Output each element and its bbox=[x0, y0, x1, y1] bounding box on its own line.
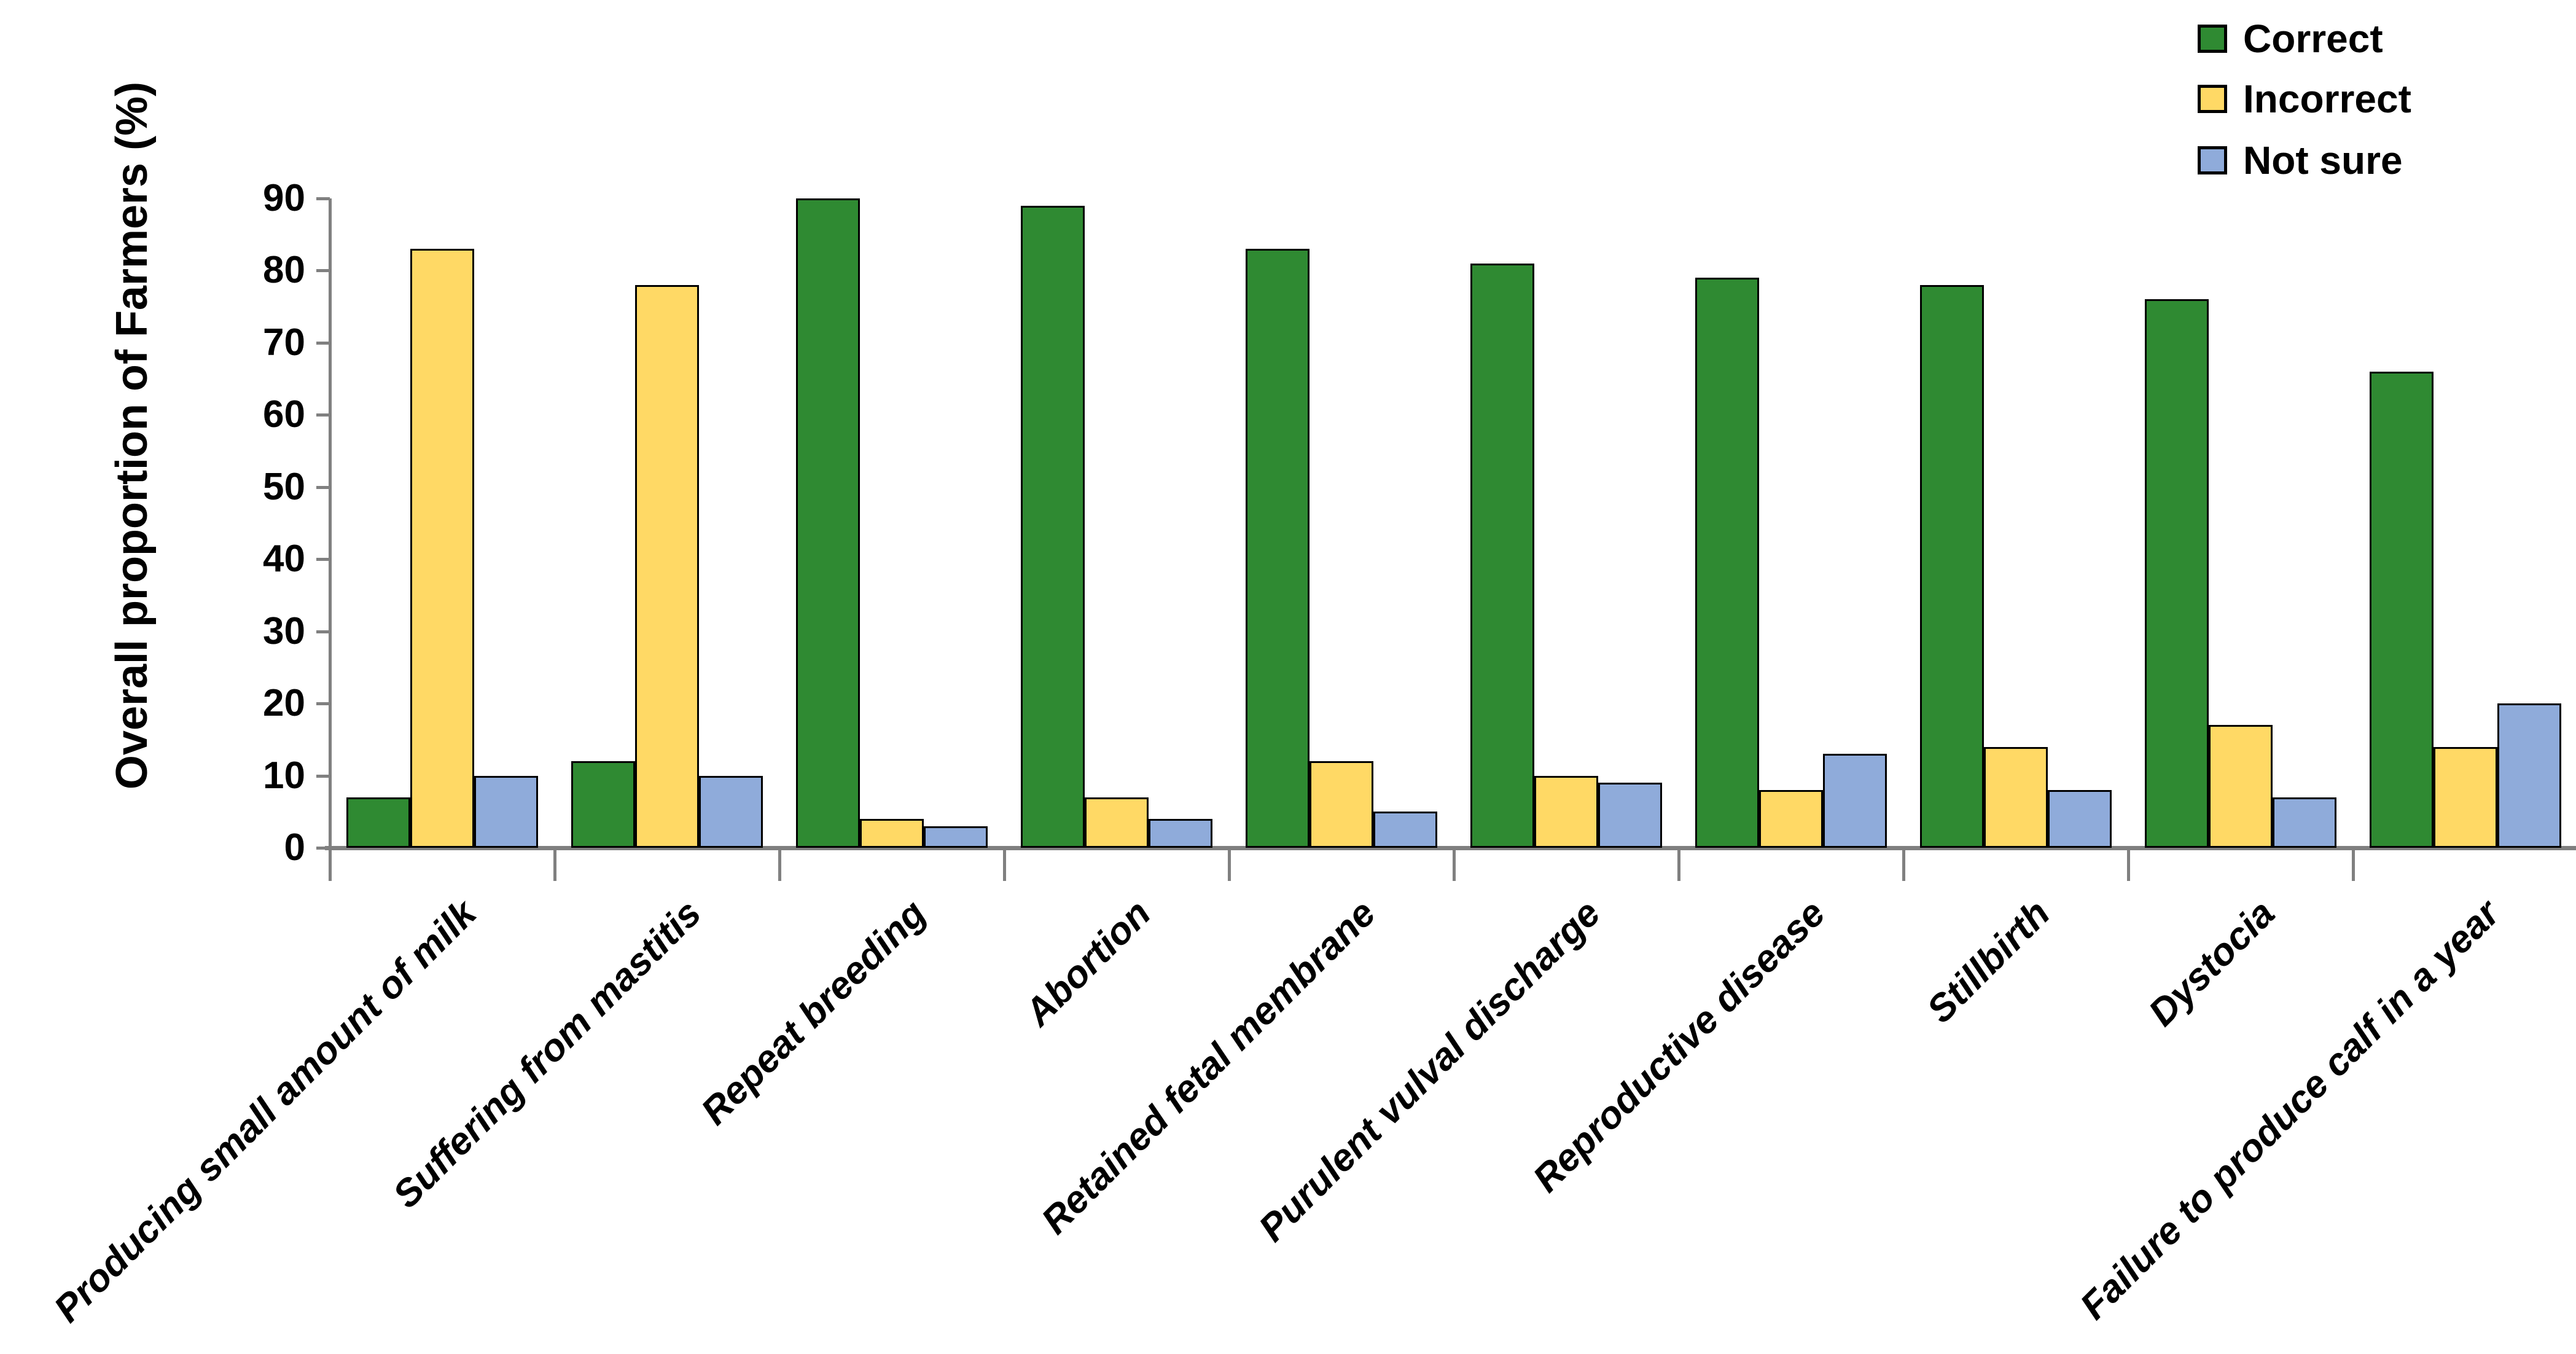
bar-incorrect bbox=[2434, 747, 2497, 848]
y-tick-mark bbox=[316, 342, 330, 345]
y-tick-mark bbox=[316, 197, 330, 200]
y-tick-label: 60 bbox=[263, 393, 305, 436]
bar-not-sure bbox=[924, 826, 988, 848]
category-label: Producing small amount of milk bbox=[45, 892, 485, 1331]
bar-incorrect bbox=[1759, 790, 1823, 848]
y-tick-mark bbox=[316, 702, 330, 705]
bar-correct bbox=[1021, 206, 1085, 848]
bar-correct bbox=[346, 797, 410, 848]
bar-not-sure bbox=[1149, 819, 1212, 848]
y-tick-mark bbox=[316, 775, 330, 778]
y-tick-mark bbox=[316, 847, 330, 850]
y-tick-label: 0 bbox=[284, 826, 305, 869]
bar-correct bbox=[1920, 285, 1984, 848]
bar-incorrect bbox=[1085, 797, 1149, 848]
legend-swatch-incorrect bbox=[2198, 85, 2227, 113]
x-tick-mark bbox=[1003, 850, 1006, 881]
legend-label: Incorrect bbox=[2243, 77, 2411, 121]
x-axis-line bbox=[325, 846, 2576, 850]
x-tick-mark bbox=[1677, 850, 1680, 881]
y-tick-label: 70 bbox=[263, 321, 305, 364]
legend-swatch-correct bbox=[2198, 25, 2227, 53]
x-tick-mark bbox=[2127, 850, 2130, 881]
bar-correct bbox=[796, 198, 860, 848]
x-tick-mark bbox=[329, 850, 332, 881]
bar-incorrect bbox=[410, 249, 474, 848]
y-tick-mark bbox=[316, 558, 330, 561]
bar-incorrect bbox=[860, 819, 924, 848]
x-tick-mark bbox=[1902, 850, 1905, 881]
bar-correct bbox=[2145, 299, 2209, 848]
x-tick-mark bbox=[1228, 850, 1231, 881]
bar-correct bbox=[571, 761, 635, 848]
bar-not-sure bbox=[2273, 797, 2336, 848]
y-tick-mark bbox=[316, 630, 330, 633]
bar-correct bbox=[1470, 264, 1534, 848]
y-tick-label: 40 bbox=[263, 538, 305, 580]
x-tick-mark bbox=[1453, 850, 1456, 881]
bar-not-sure bbox=[1823, 754, 1887, 848]
bar-not-sure bbox=[699, 776, 763, 848]
y-tick-mark bbox=[316, 269, 330, 272]
legend-label: Not sure bbox=[2243, 138, 2403, 182]
bar-incorrect bbox=[1534, 776, 1598, 848]
bar-correct bbox=[2370, 372, 2434, 848]
y-axis-line bbox=[329, 198, 332, 848]
x-tick-mark bbox=[778, 850, 781, 881]
legend-swatch-not-sure bbox=[2198, 146, 2227, 174]
x-tick-mark bbox=[553, 850, 556, 881]
bar-not-sure bbox=[1373, 812, 1437, 848]
bar-incorrect bbox=[1309, 761, 1373, 848]
legend-label: Correct bbox=[2243, 17, 2383, 61]
bar-incorrect bbox=[635, 285, 699, 848]
bar-not-sure bbox=[2497, 703, 2561, 848]
bar-not-sure bbox=[1598, 783, 1662, 848]
y-tick-label: 20 bbox=[263, 682, 305, 724]
y-tick-label: 90 bbox=[263, 177, 305, 219]
bar-not-sure bbox=[2048, 790, 2112, 848]
bar-incorrect bbox=[1984, 747, 2048, 848]
y-tick-mark bbox=[316, 413, 330, 417]
bar-correct bbox=[1695, 278, 1759, 848]
y-tick-label: 80 bbox=[263, 249, 305, 291]
y-axis-title: Overall proportion of Farmers (%) bbox=[107, 81, 157, 790]
x-tick-mark bbox=[2352, 850, 2355, 881]
bar-not-sure bbox=[474, 776, 538, 848]
bar-incorrect bbox=[2209, 725, 2273, 848]
y-tick-label: 50 bbox=[263, 466, 305, 508]
y-tick-label: 30 bbox=[263, 610, 305, 652]
y-tick-label: 10 bbox=[263, 754, 305, 797]
y-tick-mark bbox=[316, 486, 330, 489]
bar-correct bbox=[1246, 249, 1309, 848]
